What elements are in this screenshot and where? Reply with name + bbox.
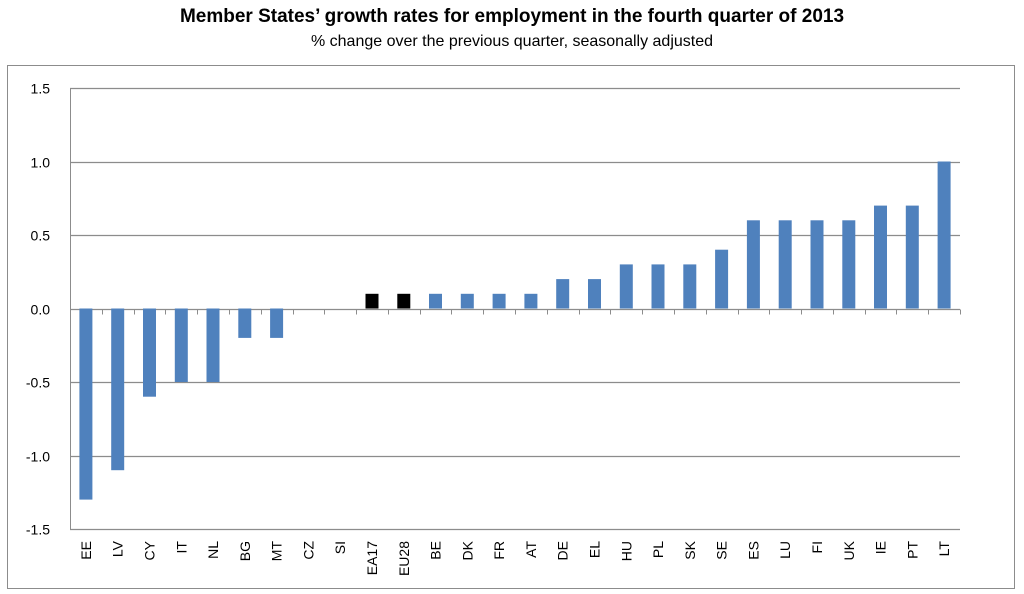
bar-dk [460,293,474,309]
x-tick-label: EE [78,541,94,560]
x-tick-label: BG [237,541,253,561]
bar-ea17 [365,293,379,309]
x-tick-label: IE [873,541,889,554]
x-tick-label: MT [269,541,285,562]
bar-fi [810,220,824,309]
x-tick-label: NL [205,541,221,559]
y-axis-tick-labels: -1.5 -1.0 -0.5 0.0 0.5 1.0 1.5 [26,81,50,538]
x-tick-label: AT [523,541,539,558]
y-tick-label: 0.0 [31,302,51,318]
bar-es [746,220,760,309]
y-tick-label: 0.5 [31,228,51,244]
x-tick-label: IT [173,541,189,554]
bar-se [715,249,729,309]
bar-mt [270,308,284,338]
y-tick-label: -1.0 [26,449,50,465]
bar-lu [778,220,792,309]
bar-hu [619,264,633,309]
chart-frame [7,65,1015,589]
bar-fr [492,293,506,309]
x-tick-label: FR [491,541,507,560]
x-tick-label: CY [142,540,158,560]
x-tick-label: DE [555,541,571,560]
x-tick-label: EL [587,541,603,558]
gridlines [70,87,961,531]
x-tick-label: SK [682,540,698,559]
bar-ie [874,205,887,309]
x-tick-label: ES [745,541,761,560]
x-tick-label: LV [110,540,126,557]
x-tick-label: UK [841,540,857,560]
y-tick-label: 1.5 [31,81,51,97]
chart-subtitle: % change over the previous quarter, seas… [310,33,714,50]
x-tick-label: LT [936,541,952,557]
bar-el [588,279,601,309]
x-tick-label: LU [777,541,793,559]
bar-it [174,308,188,382]
bar-lt [937,161,951,309]
bar-ee [79,308,93,500]
x-tick-label: PL [650,541,666,558]
x-tick-label: EA17 [364,541,380,575]
bar-pl [651,264,665,309]
bar-lv [111,308,125,471]
x-tick-label: SE [714,541,730,560]
bar-at [524,293,538,309]
bar-eu28 [397,293,411,309]
bar-cy [143,308,156,397]
x-tick-label: HU [618,541,634,561]
x-axis-tick-labels: EE LV CY IT NL BG MT CZ SI EA17 EU28 BE DK FR AT DE EL HU… [78,540,952,576]
bar-pt [905,205,919,309]
bar-bg [238,308,252,338]
bar-sk [683,264,697,309]
y-tick-label: -0.5 [26,375,50,391]
x-tick-label: PT [904,541,920,559]
x-tick-label: EU28 [396,541,412,576]
bar-nl [206,308,220,382]
bar-uk [842,220,856,309]
bar-de [556,279,570,309]
x-tick-label: DK [459,540,475,560]
x-tick-label: FI [809,541,825,553]
bars [79,161,951,500]
chart-title: Member States’ growth rates for employme… [179,6,845,27]
x-tick-label: SI [332,541,348,554]
bar-be [429,293,442,309]
x-tick-label: CZ [300,541,316,560]
y-tick-label: -1.5 [26,522,50,538]
y-tick-label: 1.0 [31,155,51,171]
x-tick-label: BE [428,541,444,560]
